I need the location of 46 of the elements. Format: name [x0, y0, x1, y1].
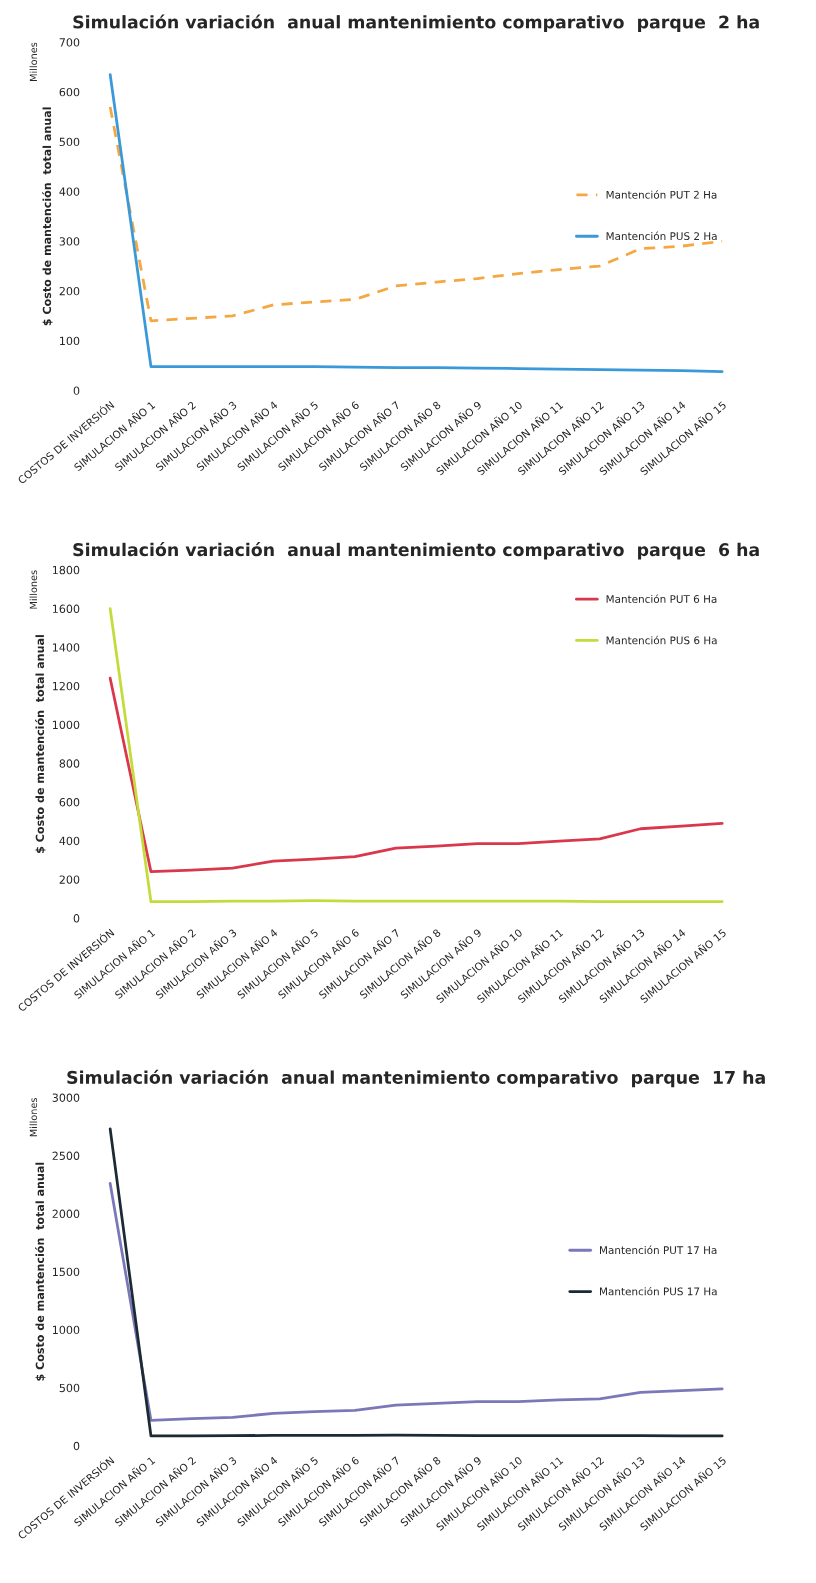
- y-tick-label: 2000: [52, 1209, 80, 1219]
- y-tick-label: 100: [60, 336, 80, 346]
- chart-title: Simulación variación anual mantenimiento comparativo parque 17 ha: [67, 1069, 765, 1088]
- y-tick-label: 300: [59, 237, 80, 246]
- y-tick-label: 500: [59, 1383, 80, 1393]
- y-axis-title: $ Costo de mantención total anual: [35, 1162, 46, 1381]
- legend-label: Mantención PUT 2 Ha: [606, 190, 717, 199]
- legend-label: Mantención PUS 2 Ha: [606, 231, 717, 241]
- y-tick-label: 3000: [52, 1093, 80, 1102]
- line-series: [108, 73, 724, 373]
- y-axis-title: $ Costo de mantención total anual: [35, 635, 46, 853]
- y-tick-label: 1400: [52, 643, 80, 652]
- y-tick-label: 200: [59, 286, 80, 296]
- line-series: [108, 1127, 724, 1438]
- y-tick-label: 0: [73, 386, 80, 395]
- y-tick-label: 1800: [52, 565, 80, 575]
- y-tick-label: 600: [59, 87, 80, 97]
- y-tick-label: 1000: [52, 1325, 80, 1335]
- y-tick-label: 0: [73, 914, 80, 923]
- line-series: [108, 607, 724, 904]
- y-tick-label: 200: [59, 875, 80, 884]
- y-tick-label: 1600: [52, 604, 80, 613]
- y-tick-label: 800: [59, 759, 80, 768]
- y-tick-label: 1000: [52, 720, 80, 730]
- chart-title: Simulación variación anual mantenimiento comparativo parque 2 ha: [73, 14, 759, 32]
- text: Millones: [29, 1098, 38, 1137]
- legend-label: Mantención PUT 6 Ha: [606, 594, 717, 603]
- legend-label: Mantención PUT 17 Ha: [600, 1245, 717, 1255]
- y-axis-title: $ Costo de mantención total anual: [42, 107, 53, 326]
- y-tick-label: 400: [59, 836, 80, 846]
- y-tick-label: 400: [59, 187, 80, 196]
- y-tick-label: 0: [73, 1441, 80, 1451]
- legend-label: Mantención PUS 6 Ha: [606, 635, 717, 645]
- y-tick-label: 1500: [52, 1267, 80, 1277]
- y-tick-label: 700: [59, 38, 80, 47]
- y-tick-label: 2500: [52, 1151, 80, 1160]
- y-tick-label: 1200: [52, 681, 80, 691]
- y-tick-label: 500: [59, 137, 80, 147]
- text: Millones: [29, 570, 38, 609]
- text: Millones: [29, 42, 38, 81]
- y-tick-label: 600: [59, 798, 80, 807]
- legend-label: Mantención PUS 17 Ha: [600, 1286, 717, 1296]
- line-series: [108, 105, 724, 323]
- line-series: [108, 1182, 724, 1422]
- chart-title: Simulación variación anual mantenimiento comparativo parque 6 ha: [73, 542, 759, 560]
- line-series: [108, 676, 724, 874]
